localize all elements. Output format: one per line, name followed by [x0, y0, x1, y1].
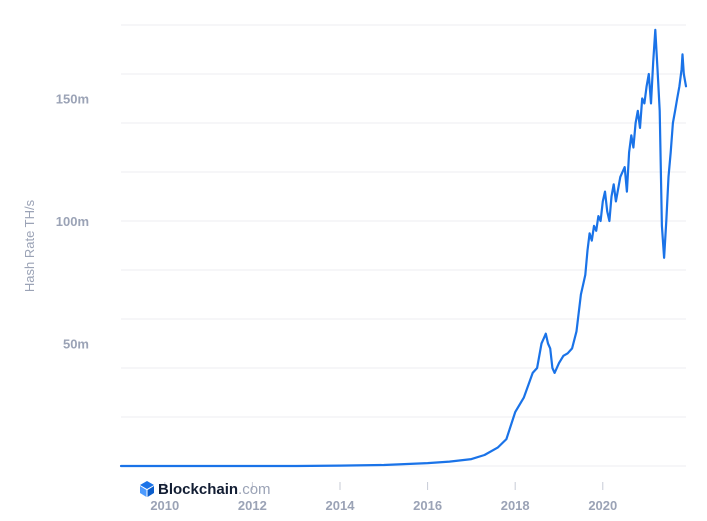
y-tick-label: 100m [56, 214, 89, 229]
brand-suffix: .com [238, 481, 271, 498]
y-axis-title: Hash Rate TH/s [22, 199, 37, 292]
svg-text:Blockchain.com: Blockchain.com [158, 481, 271, 498]
grid-lines [121, 24, 686, 467]
x-tick-label: 2018 [501, 498, 530, 513]
series-group [119, 28, 688, 468]
series-line-0 [119, 28, 688, 468]
x-tick-label: 2012 [238, 498, 267, 513]
x-tick-label: 2016 [413, 498, 442, 513]
y-tick-label: 50m [63, 337, 89, 352]
x-tick-label: 2010 [150, 498, 179, 513]
x-axis-ticks: 2010 2012 2014 2016 2018 2020 [150, 482, 617, 513]
x-tick-label: 2014 [326, 498, 356, 513]
blockchain-cube-icon [140, 481, 154, 497]
brand-logo: Blockchain.com [140, 481, 271, 498]
brand-name: Blockchain [158, 481, 238, 498]
y-axis-ticks: 50m 100m 150m [56, 92, 89, 352]
x-tick-label: 2020 [588, 498, 617, 513]
y-tick-label: 150m [56, 92, 89, 107]
